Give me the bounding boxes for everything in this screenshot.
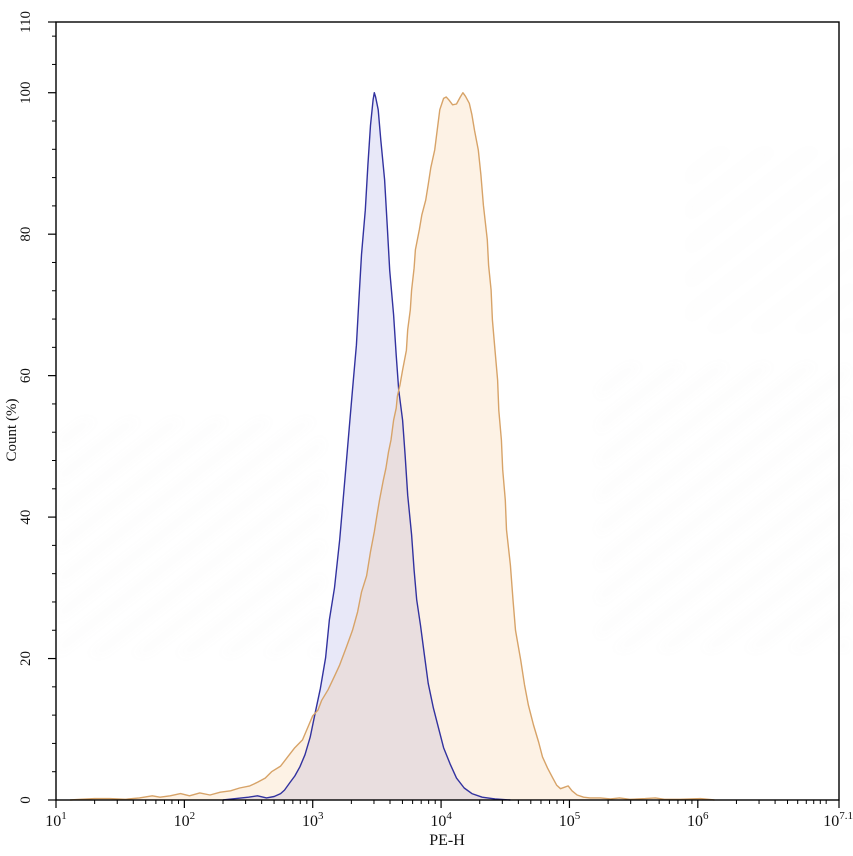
x-tick-label: 105 xyxy=(559,810,581,830)
y-tick-label: 20 xyxy=(18,651,34,666)
blue_histogram-curve xyxy=(222,92,511,801)
series-strokes xyxy=(70,92,715,801)
x-tick-label: 101 xyxy=(45,810,67,830)
series-fills xyxy=(70,92,715,800)
x-axis-ticks xyxy=(55,800,840,808)
x-tick-label: 106 xyxy=(687,810,709,830)
y-tick-label: 110 xyxy=(18,11,34,33)
x-tick-label: 107.1 xyxy=(823,810,853,830)
y-tick-label: 40 xyxy=(18,510,34,525)
y-tick-label: 0 xyxy=(18,796,34,804)
plot-border xyxy=(55,21,840,801)
x-tick-label: 103 xyxy=(302,810,324,830)
y-axis-tick-labels: 0 20 40 60 80 100 110 xyxy=(18,11,34,804)
x-tick-label: 104 xyxy=(430,810,452,830)
y-tick-label: 60 xyxy=(18,368,34,383)
y-axis-label: Count (%) xyxy=(4,399,20,462)
x-axis-tick-labels: 101 102 103 104 105 106 107.1 xyxy=(45,810,853,830)
y-tick-label: 80 xyxy=(18,227,34,242)
orange_histogram-curve xyxy=(70,92,715,801)
orange_histogram-area xyxy=(70,92,715,800)
blue_histogram-area xyxy=(222,92,511,800)
x-axis-label: PE-H xyxy=(429,832,465,849)
y-axis-ticks xyxy=(48,21,56,801)
y-tick-label: 100 xyxy=(18,81,34,104)
x-tick-label: 102 xyxy=(174,810,196,830)
